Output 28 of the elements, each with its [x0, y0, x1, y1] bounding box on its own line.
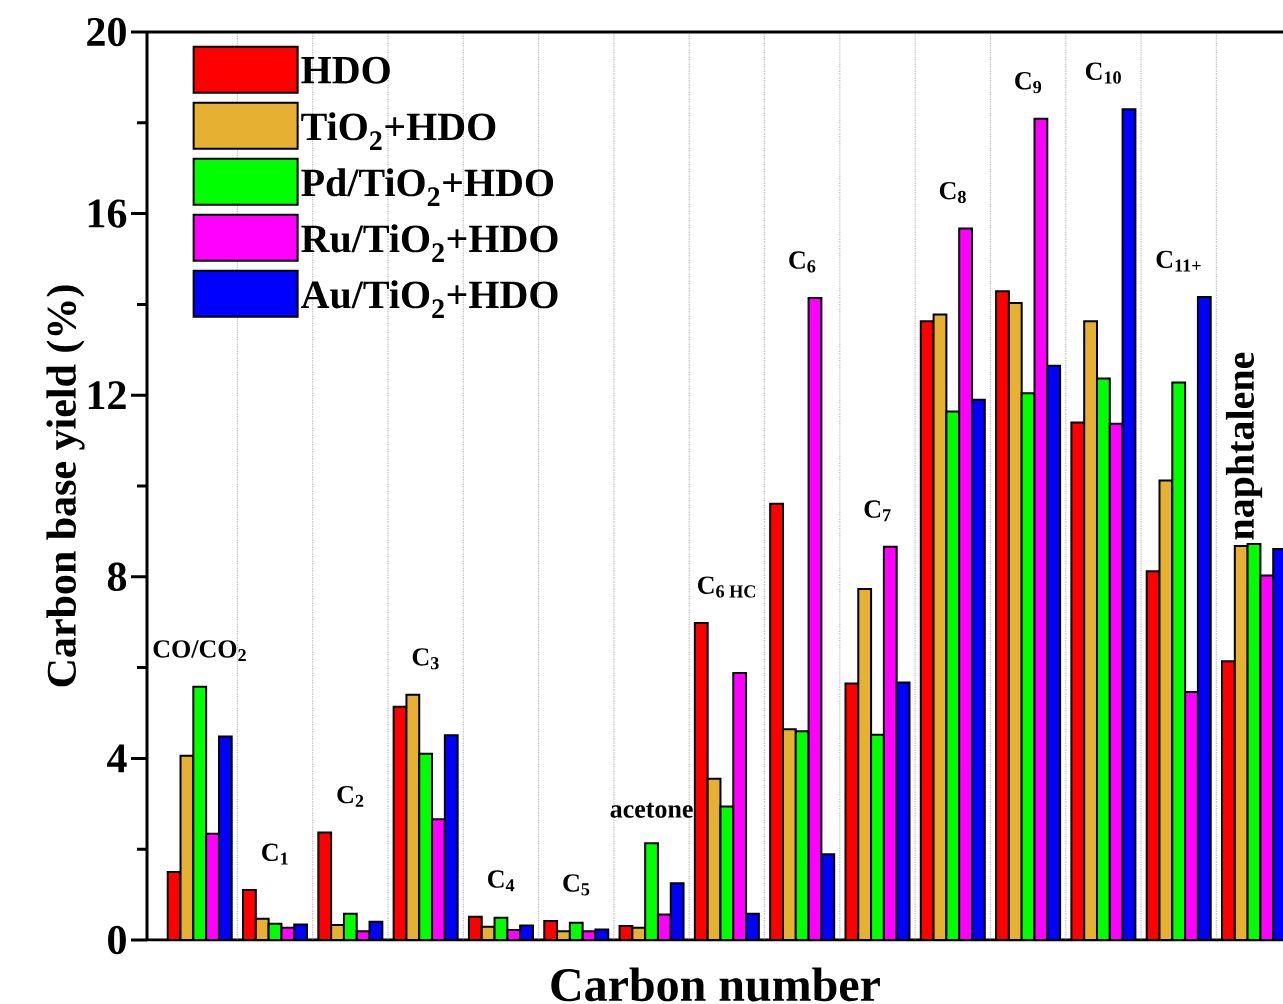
x-axis-title: Carbon number [551, 967, 880, 1002]
x-tick-label: C$_{2}$ [337, 785, 364, 807]
x-tick-label: C$_{8}$ [939, 181, 966, 204]
x-tick-label: C$_{1}$ [262, 843, 288, 865]
y-tick-label: 12 [88, 381, 126, 410]
x-tick-label: C$_{7}$ [864, 500, 891, 522]
x-tick-label: C$_{4}$ [488, 870, 515, 892]
x-tick-label: C$_{11+}$ [1156, 250, 1201, 272]
y-axis-title: Carbon base yield (%) [46, 285, 85, 687]
legend-label: HDO [301, 56, 390, 84]
x-tick-label: naphtalene [1225, 352, 1263, 540]
x-tick-label: C$_{3}$ [412, 648, 439, 670]
x-tick-label: C$_{6 HC}$ [698, 576, 756, 598]
x-tick-label: C$_{9}$ [1015, 72, 1042, 94]
x-tick-label: C$_{10}$ [1085, 62, 1121, 84]
x-tick-label: CO/CO$_{2}$ [153, 640, 246, 662]
y-tick-label: 16 [88, 199, 127, 228]
y-tick-label: 20 [87, 17, 126, 47]
y-tick-label: 0 [108, 925, 126, 955]
y-tick-label: 8 [107, 562, 127, 591]
legend-label: Au/TiO$_{2}$+HDO [301, 280, 558, 318]
x-tick-label: C$_{6}$ [789, 251, 816, 273]
legend-label: Ru/TiO$_{2}$+HDO [301, 224, 558, 262]
x-tick-label: acetone [610, 802, 693, 818]
x-tick-label: C$_{5}$ [563, 874, 590, 896]
y-tick-label: 4 [107, 744, 127, 773]
legend-label: TiO$_{2}$+HDO [301, 112, 496, 150]
legend-label: Pd/TiO$_{2}$+HDO [301, 168, 554, 206]
